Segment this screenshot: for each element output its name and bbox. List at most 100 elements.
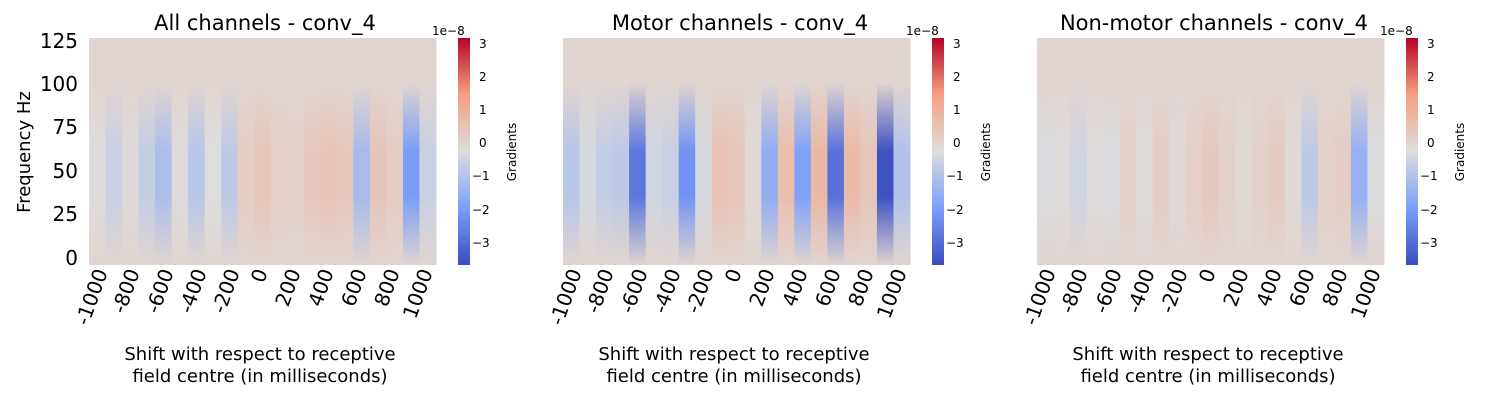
colorbar-tick-label: −3: [1420, 236, 1438, 250]
heatmap-column: [386, 38, 404, 265]
heatmap-column: [105, 38, 123, 265]
heatmap-column: [827, 38, 845, 265]
x-tick-label: 200: [270, 266, 306, 310]
x-tick-label: -1000: [1018, 266, 1060, 329]
heatmap-column: [1053, 38, 1071, 265]
heatmap-column: [204, 38, 222, 265]
y-tick-labels: 125 100 75 50 25 0: [40, 29, 78, 270]
heatmap-column: [1185, 38, 1203, 265]
heatmap-column: [287, 38, 305, 265]
heatmap-column: [402, 38, 420, 265]
colorbar: 1e−8 3 2 1 0 −1 −2 −3 Gradients: [1380, 24, 1467, 265]
x-tick-label: -800: [1055, 266, 1093, 317]
heatmap-column: [629, 38, 647, 265]
heatmap-column: [843, 38, 861, 265]
heatmap-column: [1334, 38, 1352, 265]
panel-all-channels: All channels - conv_4 125 100 75 50 25 0…: [14, 11, 519, 387]
heatmap-column: [369, 38, 387, 265]
x-tick-label: 400: [303, 266, 339, 310]
heatmap-column: [695, 38, 713, 265]
x-tick-labels: -1000 -800 -600 -400 -200 0 200 400 600 …: [544, 266, 911, 329]
x-tick-label: -800: [581, 266, 619, 317]
heatmap-column: [711, 38, 729, 265]
colorbar-ticks: 3 2 1 0 −1 −2 −3: [472, 37, 490, 250]
x-axis-label-line-1: Shift with respect to receptive: [124, 344, 395, 365]
heatmap-column: [171, 38, 189, 265]
heatmap-column: [678, 38, 696, 265]
heatmap-column: [1251, 38, 1269, 265]
heatmap-column: [1103, 38, 1121, 265]
x-tick-label: -1000: [70, 266, 112, 329]
y-tick-label: 75: [53, 115, 78, 139]
colorbar-tick-label: 0: [479, 136, 487, 150]
x-tick-label: -200: [1155, 266, 1193, 317]
heatmap-column: [138, 38, 156, 265]
heatmap-area: [89, 38, 437, 265]
colorbar-tick-label: 2: [1427, 70, 1435, 84]
y-tick-label: 25: [53, 202, 78, 226]
heatmap-column: [563, 38, 581, 265]
heatmap-column: [645, 38, 663, 265]
colorbar-label: Gradients: [1453, 123, 1467, 181]
colorbar-gradient: [1406, 38, 1418, 265]
x-tick-label: 600: [810, 266, 846, 310]
colorbar-exponent: 1e−8: [432, 24, 465, 38]
panel-motor-channels: Motor channels - conv_4 -1000 -800 -600 …: [544, 11, 993, 387]
colorbar-tick-label: 3: [953, 37, 961, 51]
heatmap-column: [270, 38, 288, 265]
heatmap-column: [1284, 38, 1302, 265]
heatmap-column: [320, 38, 338, 265]
heatmap-column: [1169, 38, 1187, 265]
colorbar-tick-label: 3: [1427, 37, 1435, 51]
heatmap-column: [122, 38, 140, 265]
x-tick-labels: -1000 -800 -600 -400 -200 0 200 400 600 …: [70, 266, 437, 329]
x-tick-label: -800: [107, 266, 145, 317]
heatmap-column: [612, 38, 630, 265]
heatmap-column: [1235, 38, 1253, 265]
heatmap-column: [579, 38, 597, 265]
heatmap-column: [1317, 38, 1335, 265]
colorbar-tick-label: 1: [1427, 103, 1435, 117]
colorbar-tick-label: −3: [946, 236, 964, 250]
heatmap-column: [1367, 38, 1385, 265]
y-tick-label: 100: [40, 72, 78, 96]
colorbar-ticks: 3 2 1 0 −1 −2 −3: [1420, 37, 1438, 250]
heatmap-column: [1086, 38, 1104, 265]
x-axis-label-line-2: field centre (in milliseconds): [1080, 366, 1335, 387]
heatmap-column: [188, 38, 206, 265]
x-tick-label: 200: [1218, 266, 1254, 310]
x-tick-label: 800: [1317, 266, 1353, 310]
colorbar-tick-label: 0: [953, 136, 961, 150]
heatmap-column: [860, 38, 878, 265]
colorbar-gradient: [458, 38, 470, 265]
heatmap-column: [1350, 38, 1368, 265]
heatmap-column: [777, 38, 795, 265]
x-tick-labels: -1000 -800 -600 -400 -200 0 200 400 600 …: [1018, 266, 1385, 329]
colorbar-tick-label: 3: [479, 37, 487, 51]
heatmap-column: [237, 38, 255, 265]
x-axis-label-line-1: Shift with respect to receptive: [598, 344, 869, 365]
panel-title: Non-motor channels - conv_4: [1060, 11, 1368, 36]
x-axis-label-line-1: Shift with respect to receptive: [1072, 344, 1343, 365]
heatmap-column: [728, 38, 746, 265]
colorbar-tick-label: 2: [953, 70, 961, 84]
x-tick-label: -1000: [544, 266, 586, 329]
colorbar-tick-label: −2: [946, 203, 964, 217]
heatmap-column: [1119, 38, 1137, 265]
x-axis-label-line-2: field centre (in milliseconds): [606, 366, 861, 387]
heatmap-column: [662, 38, 680, 265]
heatmap-column: [794, 38, 812, 265]
colorbar: 1e−8 3 2 1 0 −1 −2 −3 Gradients: [432, 24, 519, 265]
heatmap-column: [1152, 38, 1170, 265]
x-tick-label: 0: [720, 266, 747, 286]
heatmap-column: [254, 38, 272, 265]
y-tick-label: 50: [53, 159, 78, 183]
colorbar-label: Gradients: [505, 123, 519, 181]
colorbar-exponent: 1e−8: [906, 24, 939, 38]
heatmap-area: [1037, 38, 1385, 265]
heatmap-column: [336, 38, 354, 265]
y-tick-label: 0: [65, 246, 78, 270]
heatmap-column: [303, 38, 321, 265]
colorbar-ticks: 3 2 1 0 −1 −2 −3: [946, 37, 964, 250]
